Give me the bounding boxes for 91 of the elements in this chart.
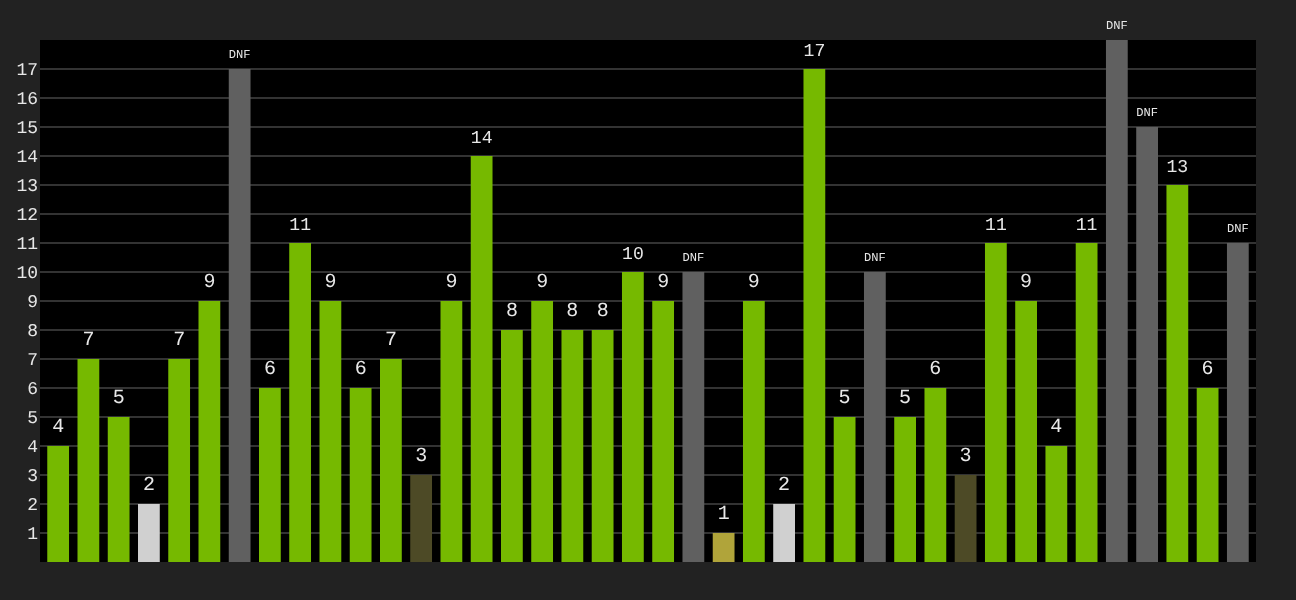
bar <box>531 301 554 562</box>
bar <box>742 301 765 562</box>
data-label: 14 <box>470 126 493 149</box>
data-label: 1 <box>717 505 730 527</box>
bar <box>319 301 342 562</box>
data-label: 9 <box>1020 273 1033 295</box>
data-label: 5 <box>112 389 125 411</box>
bar <box>198 301 221 562</box>
data-label: 3 <box>959 447 972 469</box>
y-tick-label: 8 <box>27 322 38 343</box>
bar <box>621 272 644 562</box>
data-label: 11 <box>985 213 1007 236</box>
bar <box>773 504 795 562</box>
bar <box>984 243 1007 562</box>
data-label: 2 <box>778 476 791 498</box>
bar <box>833 417 856 562</box>
data-label: 5 <box>899 389 912 411</box>
bar <box>440 301 463 562</box>
y-tick-label: 10 <box>16 264 38 285</box>
bar <box>1105 40 1128 562</box>
y-tick-label: 17 <box>16 61 38 82</box>
bar <box>1015 301 1037 562</box>
data-label: 7 <box>173 331 186 353</box>
bar <box>1166 185 1189 562</box>
data-label: 9 <box>203 273 216 295</box>
y-tick-label: 6 <box>27 380 38 401</box>
data-label: 3 <box>415 447 428 469</box>
bar <box>228 69 251 562</box>
data-label: 7 <box>82 331 95 353</box>
y-tick-label: 3 <box>27 467 38 488</box>
y-tick-label: 16 <box>16 90 38 111</box>
bar <box>803 69 826 562</box>
bar <box>107 417 130 562</box>
bar <box>1075 243 1098 562</box>
bar <box>501 330 523 562</box>
bar <box>168 359 191 562</box>
y-tick-label: 7 <box>27 351 38 372</box>
bar <box>1045 446 1068 562</box>
data-label: 11 <box>1075 213 1098 236</box>
bar <box>259 388 281 562</box>
data-label: 17 <box>803 39 826 62</box>
bar <box>47 446 70 562</box>
y-tick-label: 12 <box>16 206 38 227</box>
y-tick-label: 2 <box>27 496 38 517</box>
bar <box>1196 388 1219 562</box>
bar <box>954 475 977 562</box>
bar <box>470 156 493 562</box>
bar <box>652 301 675 562</box>
data-label: 6 <box>263 360 276 382</box>
bar <box>380 359 402 562</box>
bar <box>924 388 947 562</box>
bar <box>138 504 160 562</box>
data-label: 9 <box>445 273 458 295</box>
bar <box>1226 243 1249 562</box>
data-label: 4 <box>52 418 65 440</box>
y-tick-label: 14 <box>16 148 38 169</box>
bar <box>712 533 735 562</box>
data-label: 6 <box>1201 360 1214 382</box>
data-label: 4 <box>1050 418 1063 440</box>
data-label: 11 <box>289 213 311 236</box>
data-label: 8 <box>505 302 518 324</box>
y-tick-label: 11 <box>16 235 38 256</box>
data-label: 5 <box>838 389 851 411</box>
y-tick-label: 1 <box>27 525 38 546</box>
bar <box>561 330 584 562</box>
y-tick-label: 13 <box>16 177 38 198</box>
data-label: 8 <box>596 302 609 324</box>
data-label: 6 <box>929 360 942 382</box>
bar <box>349 388 372 562</box>
bar <box>410 475 433 562</box>
data-label: 6 <box>354 360 367 382</box>
data-label: 10 <box>622 242 644 265</box>
data-label: 7 <box>384 331 397 353</box>
bar <box>894 417 916 562</box>
bar <box>289 243 312 562</box>
bar <box>1136 127 1158 562</box>
data-label: 9 <box>657 273 670 295</box>
y-tick-label: 9 <box>27 293 38 314</box>
data-label: 13 <box>1166 155 1189 178</box>
y-tick-label: 4 <box>27 438 38 459</box>
data-label: 9 <box>747 273 760 295</box>
data-label: 8 <box>566 302 579 324</box>
bar <box>591 330 614 562</box>
bar <box>682 272 705 562</box>
y-tick-label: 15 <box>16 119 38 140</box>
bar <box>77 359 100 562</box>
data-label: 9 <box>536 273 549 295</box>
bar <box>863 272 886 562</box>
data-label: 2 <box>142 476 155 498</box>
data-label: 9 <box>324 273 337 295</box>
y-tick-label: 5 <box>27 409 38 430</box>
